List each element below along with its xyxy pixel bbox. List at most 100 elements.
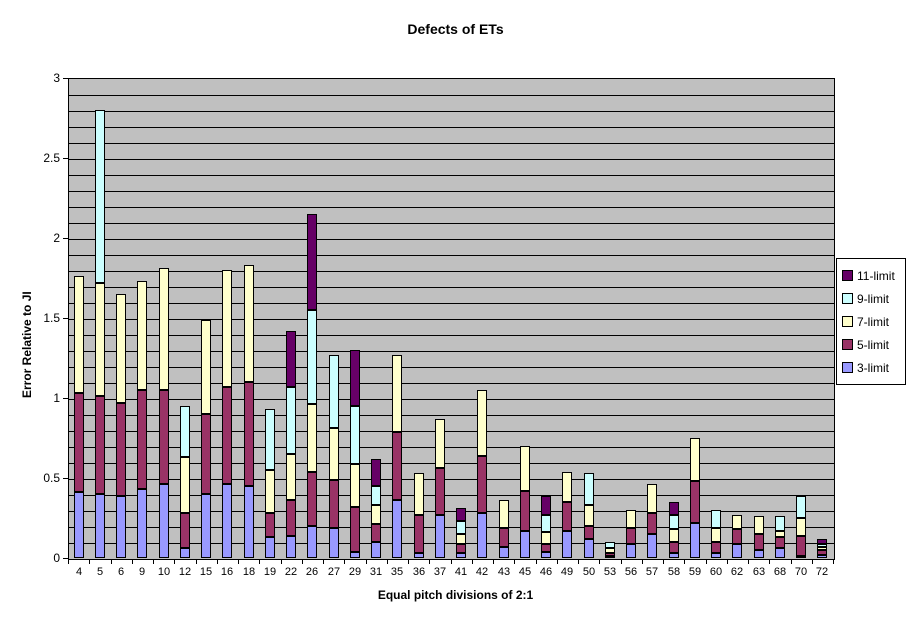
bar-5-9-limit — [95, 110, 105, 283]
bar-29-9-limit — [350, 406, 360, 464]
bar-16-5-limit — [222, 387, 232, 484]
x-tick-label: 45 — [518, 566, 532, 578]
x-tick-label: 26 — [305, 566, 319, 578]
x-tick-label: 22 — [284, 566, 298, 578]
x-tick-label: 60 — [709, 566, 723, 578]
x-tick-label: 18 — [242, 566, 256, 578]
bar-9-5-limit — [137, 390, 147, 489]
x-axis-tick — [68, 559, 69, 564]
bar-58-5-limit — [669, 542, 679, 553]
bar-41-9-limit — [456, 521, 466, 534]
legend-item: 9-limit — [842, 287, 902, 310]
x-axis-tick — [536, 559, 537, 564]
gridline — [69, 111, 834, 112]
bar-46-9-limit — [541, 515, 551, 532]
x-tick-label: 43 — [497, 566, 511, 578]
x-axis-tick — [344, 559, 345, 564]
bar-60-9-limit — [711, 510, 721, 528]
bar-42-7-limit — [477, 390, 487, 456]
bar-22-3-limit — [286, 536, 296, 558]
legend-label-11-limit: 11-limit — [857, 268, 895, 283]
legend-swatch-9-limit — [842, 293, 853, 304]
bar-49-3-limit — [562, 531, 572, 558]
x-tick-label: 27 — [327, 566, 341, 578]
x-axis-tick — [302, 559, 303, 564]
x-axis-tick — [408, 559, 409, 564]
bar-50-7-limit — [584, 505, 594, 526]
legend-swatch-5-limit — [842, 339, 853, 350]
gridline — [69, 431, 834, 432]
x-tick-label: 68 — [773, 566, 787, 578]
bar-41-5-limit — [456, 544, 466, 553]
bar-18-7-limit — [244, 265, 254, 382]
bar-31-7-limit — [371, 505, 381, 524]
bar-4-5-limit — [74, 393, 84, 492]
bar-10-5-limit — [159, 390, 169, 484]
bar-22-11-limit — [286, 331, 296, 387]
x-axis-tick — [812, 559, 813, 564]
y-axis-tick — [63, 558, 68, 559]
x-axis-tick — [621, 559, 622, 564]
legend-label-3-limit: 3-limit — [857, 360, 889, 375]
gridline — [69, 399, 834, 400]
bar-62-3-limit — [732, 544, 742, 558]
bar-26-5-limit — [307, 472, 317, 526]
x-axis-tick — [196, 559, 197, 564]
gridline — [69, 239, 834, 240]
bar-35-7-limit — [392, 355, 402, 432]
x-axis-tick — [578, 559, 579, 564]
bar-70-3-limit — [796, 556, 806, 558]
legend-swatch-7-limit — [842, 316, 853, 327]
legend-label-5-limit: 5-limit — [857, 337, 889, 352]
bar-63-5-limit — [754, 534, 764, 550]
bar-19-5-limit — [265, 513, 275, 537]
gridline — [69, 175, 834, 176]
bar-22-5-limit — [286, 500, 296, 536]
bar-68-3-limit — [775, 548, 785, 558]
x-tick-label: 58 — [667, 566, 681, 578]
bar-41-3-limit — [456, 553, 466, 558]
x-axis-tick — [493, 559, 494, 564]
bar-43-7-limit — [499, 500, 509, 528]
bar-50-9-limit — [584, 473, 594, 505]
bar-37-3-limit — [435, 515, 445, 558]
y-axis-tick — [63, 398, 68, 399]
bar-36-7-limit — [414, 473, 424, 515]
legend-swatch-3-limit — [842, 362, 853, 373]
bar-46-5-limit — [541, 544, 551, 552]
gridline — [69, 191, 834, 192]
bar-18-3-limit — [244, 486, 254, 558]
x-axis-tick — [727, 559, 728, 564]
bar-59-3-limit — [690, 523, 700, 558]
bar-12-9-limit — [180, 406, 190, 457]
bar-6-3-limit — [116, 496, 126, 558]
bar-5-7-limit — [95, 283, 105, 396]
bar-5-3-limit — [95, 494, 105, 558]
bar-59-7-limit — [690, 438, 700, 481]
gridline — [69, 495, 834, 496]
bar-41-11-limit — [456, 508, 466, 521]
bar-26-7-limit — [307, 404, 317, 472]
bar-15-3-limit — [201, 494, 211, 558]
bar-31-5-limit — [371, 524, 381, 542]
gridline — [69, 543, 834, 544]
x-tick-label: 36 — [412, 566, 426, 578]
gridline — [69, 383, 834, 384]
y-tick-label: 1 — [53, 391, 60, 405]
bar-63-7-limit — [754, 516, 764, 534]
bar-43-5-limit — [499, 528, 509, 547]
bar-26-9-limit — [307, 310, 317, 404]
x-tick-label: 6 — [117, 566, 125, 578]
bar-12-5-limit — [180, 513, 190, 548]
bar-35-5-limit — [392, 432, 402, 500]
legend-item: 5-limit — [842, 333, 902, 356]
bar-18-5-limit — [244, 382, 254, 486]
bar-6-7-limit — [116, 294, 126, 403]
y-axis-tick — [63, 238, 68, 239]
bar-58-7-limit — [669, 529, 679, 542]
bar-27-5-limit — [329, 480, 339, 528]
bar-26-11-limit — [307, 214, 317, 310]
bar-37-5-limit — [435, 468, 445, 515]
bar-9-3-limit — [137, 489, 147, 558]
bar-4-7-limit — [74, 276, 84, 393]
